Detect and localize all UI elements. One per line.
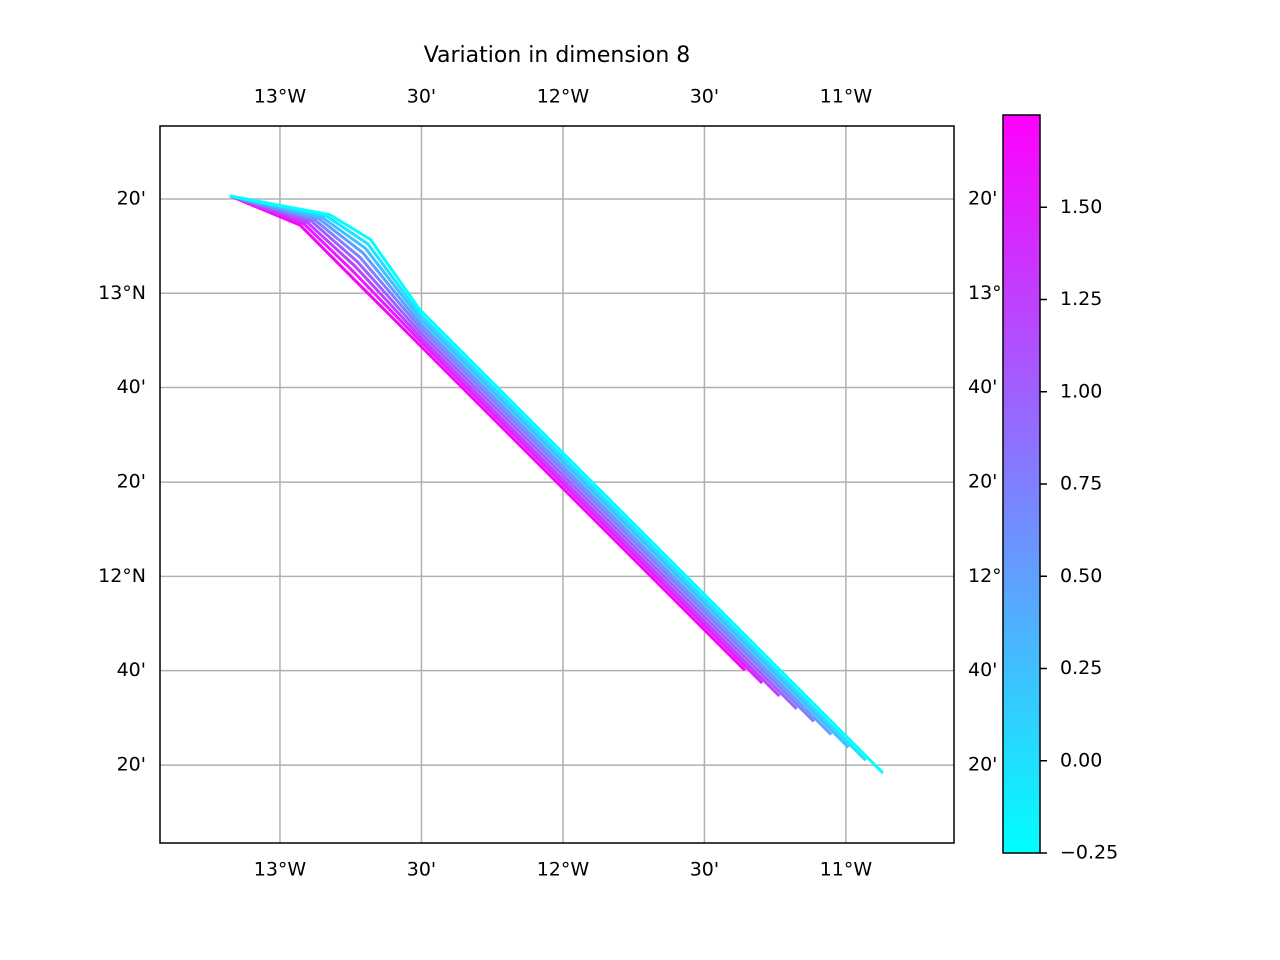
y-tick-label: 40' bbox=[117, 376, 146, 398]
trajectory bbox=[229, 194, 781, 698]
x-tick-label: 11°W bbox=[820, 86, 873, 108]
axes-frame bbox=[159, 125, 955, 844]
colorbar-tick-label: 1.50 bbox=[1060, 196, 1102, 218]
colorbar bbox=[1002, 114, 1041, 854]
y-tick-label: 40' bbox=[968, 659, 997, 681]
y-tick-label: 20' bbox=[968, 471, 997, 493]
y-tick-label: 20' bbox=[117, 471, 146, 493]
trajectory bbox=[229, 194, 746, 672]
y-tick-label: 40' bbox=[968, 376, 997, 398]
x-tick-label: 13°W bbox=[254, 86, 307, 108]
colorbar-tick-label: 0.75 bbox=[1060, 473, 1102, 495]
y-tick-label: 20' bbox=[968, 188, 997, 210]
colorbar-tick-label: 1.00 bbox=[1060, 380, 1102, 402]
y-tick-label: 20' bbox=[968, 754, 997, 776]
chart-title: Variation in dimension 8 bbox=[424, 43, 691, 68]
x-tick-label: 12°W bbox=[537, 859, 590, 881]
y-tick-label: 20' bbox=[117, 754, 146, 776]
y-tick-label: 12°N bbox=[968, 565, 1016, 587]
colorbar-tick-label: 1.25 bbox=[1060, 288, 1102, 310]
y-tick-label: 12°N bbox=[98, 565, 146, 587]
y-tick-label: 40' bbox=[117, 659, 146, 681]
colorbar-tick-label: 0.25 bbox=[1060, 657, 1102, 679]
x-tick-label: 30' bbox=[407, 859, 436, 881]
x-tick-label: 30' bbox=[690, 859, 719, 881]
trajectory bbox=[229, 194, 885, 775]
colorbar-tick-label: 0.50 bbox=[1060, 565, 1102, 587]
colorbar-tick-label: −0.25 bbox=[1060, 842, 1118, 864]
x-tick-label: 11°W bbox=[820, 859, 873, 881]
x-tick-label: 13°W bbox=[254, 859, 307, 881]
y-tick-label: 13°N bbox=[968, 282, 1016, 304]
y-tick-label: 20' bbox=[117, 188, 146, 210]
x-tick-label: 12°W bbox=[537, 86, 590, 108]
trajectory bbox=[229, 194, 764, 685]
x-tick-label: 30' bbox=[690, 86, 719, 108]
trajectory bbox=[229, 194, 815, 723]
y-tick-label: 13°N bbox=[98, 282, 146, 304]
colorbar-tick-label: 0.00 bbox=[1060, 749, 1102, 771]
x-tick-label: 30' bbox=[407, 86, 436, 108]
